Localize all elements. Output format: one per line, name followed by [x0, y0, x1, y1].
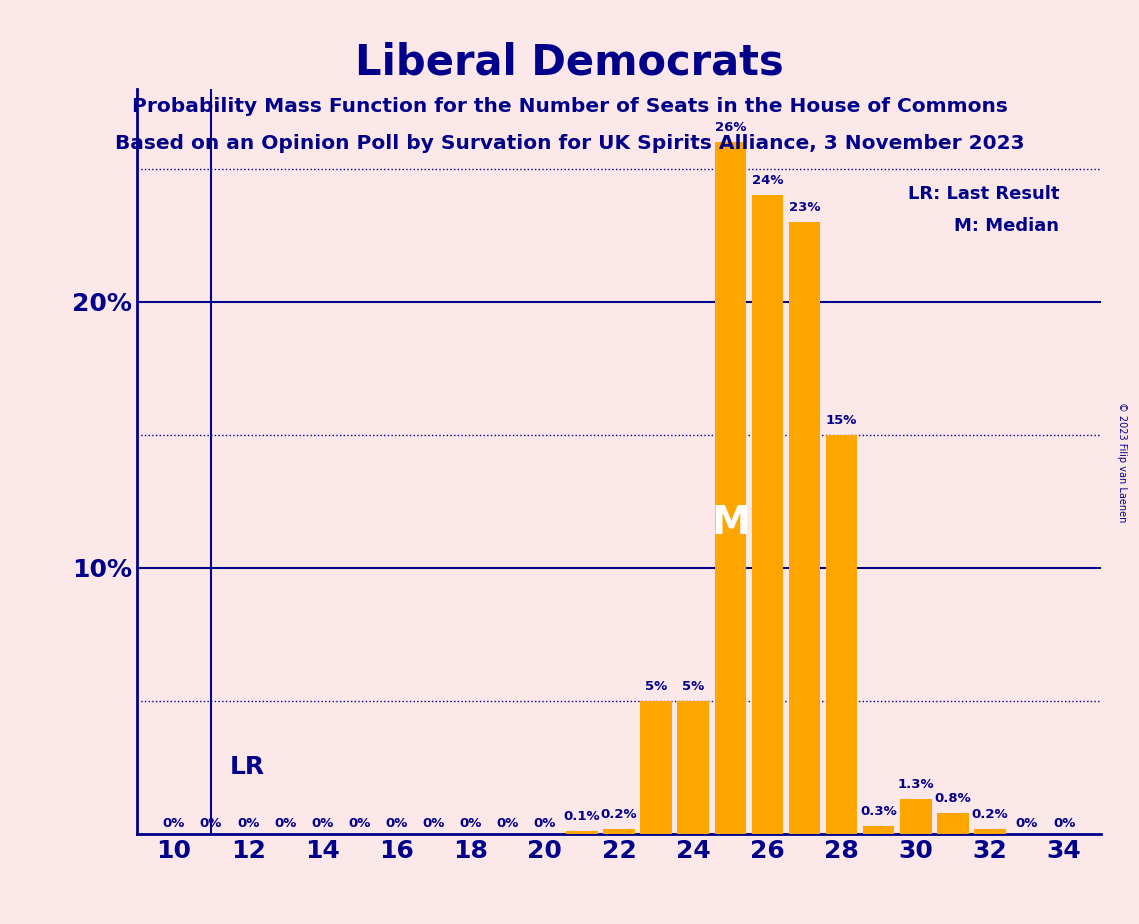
- Text: 0%: 0%: [237, 817, 260, 830]
- Text: © 2023 Filip van Laenen: © 2023 Filip van Laenen: [1117, 402, 1126, 522]
- Text: 0.8%: 0.8%: [934, 792, 972, 805]
- Bar: [604, 829, 634, 834]
- Text: 5%: 5%: [645, 680, 667, 693]
- Text: 5%: 5%: [682, 680, 704, 693]
- Text: 0%: 0%: [497, 817, 519, 830]
- Text: Probability Mass Function for the Number of Seats in the House of Commons: Probability Mass Function for the Number…: [132, 97, 1007, 116]
- Text: Based on an Opinion Poll by Survation for UK Spirits Alliance, 3 November 2023: Based on an Opinion Poll by Survation fo…: [115, 134, 1024, 153]
- Text: 0.3%: 0.3%: [860, 805, 898, 818]
- Bar: [714, 142, 746, 834]
- Text: 0%: 0%: [311, 817, 334, 830]
- Text: 0%: 0%: [274, 817, 296, 830]
- Bar: [678, 701, 708, 834]
- Text: 26%: 26%: [714, 121, 746, 134]
- Text: LR: Last Result: LR: Last Result: [908, 185, 1059, 202]
- Text: 23%: 23%: [788, 201, 820, 214]
- Text: 0%: 0%: [163, 817, 186, 830]
- Text: 0.2%: 0.2%: [600, 808, 638, 821]
- Text: 0.2%: 0.2%: [972, 808, 1008, 821]
- Bar: [974, 829, 1006, 834]
- Text: 0%: 0%: [423, 817, 444, 830]
- Text: 0%: 0%: [459, 817, 482, 830]
- Bar: [788, 222, 820, 834]
- Text: 15%: 15%: [826, 414, 858, 427]
- Text: 24%: 24%: [752, 175, 784, 188]
- Text: M: Median: M: Median: [954, 217, 1059, 235]
- Bar: [826, 435, 858, 834]
- Text: LR: LR: [230, 756, 264, 780]
- Text: 0%: 0%: [534, 817, 556, 830]
- Bar: [863, 826, 894, 834]
- Text: M: M: [711, 504, 749, 541]
- Text: Liberal Democrats: Liberal Democrats: [355, 42, 784, 83]
- Bar: [937, 812, 968, 834]
- Text: 0%: 0%: [1052, 817, 1075, 830]
- Text: 0%: 0%: [199, 817, 222, 830]
- Bar: [900, 799, 932, 834]
- Text: 0%: 0%: [385, 817, 408, 830]
- Bar: [566, 832, 598, 834]
- Text: 0%: 0%: [349, 817, 370, 830]
- Text: 0.1%: 0.1%: [564, 810, 600, 823]
- Text: 1.3%: 1.3%: [898, 778, 934, 791]
- Text: 0%: 0%: [1016, 817, 1039, 830]
- Bar: [752, 195, 784, 834]
- Bar: [640, 701, 672, 834]
